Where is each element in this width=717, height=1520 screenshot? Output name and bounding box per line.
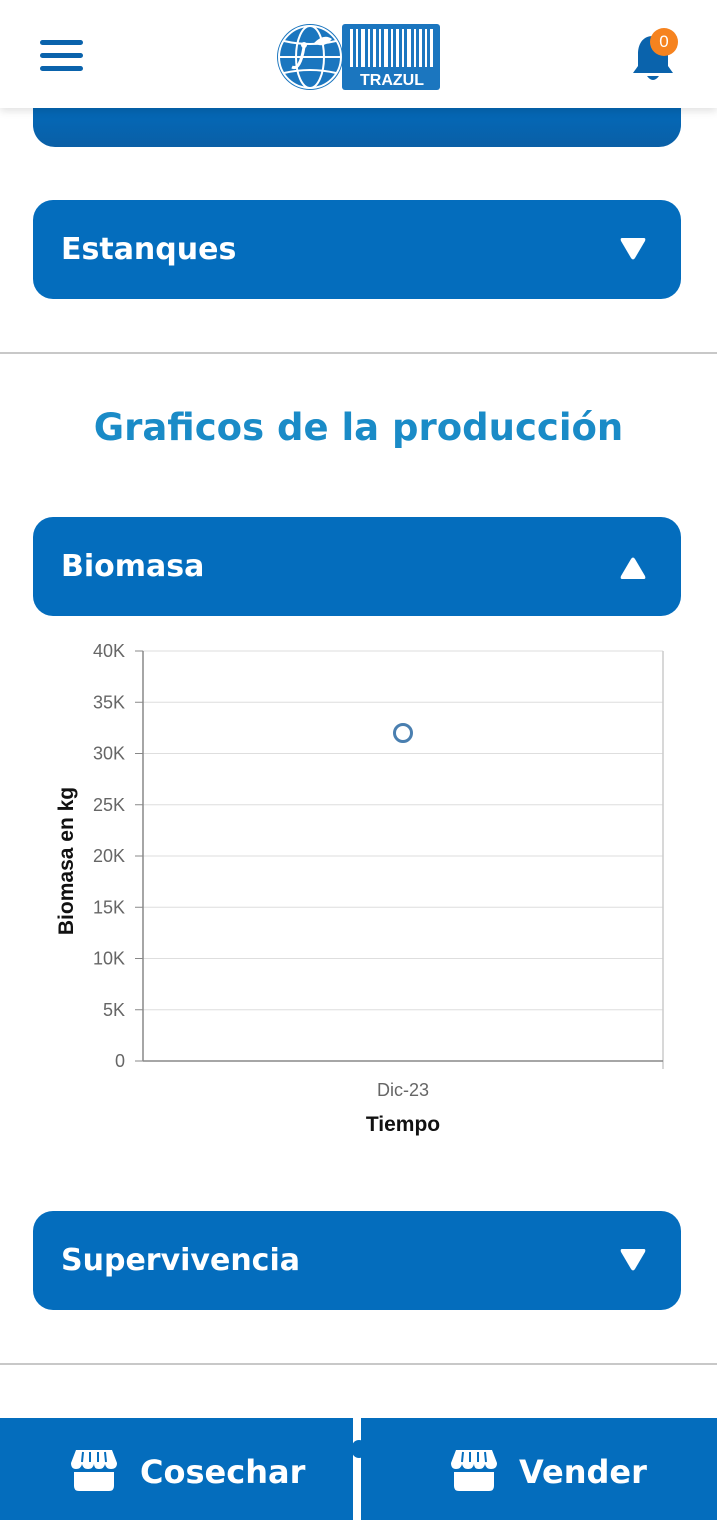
biomasa-chart: 0 5K 10K 15K 20K 25K 30K 35K 40K Dic-23 Tiempo Biom… xyxy=(40,630,690,1150)
app-header: TRAZUL 0 xyxy=(0,0,717,108)
accordion-supervivencia[interactable]: Supervivencia xyxy=(33,1211,681,1310)
bottom-separator-handle xyxy=(352,1440,366,1458)
store-icon xyxy=(451,1450,497,1491)
store-icon xyxy=(71,1450,117,1491)
y-tick-label: 40K xyxy=(93,641,125,661)
chevron-up-icon xyxy=(620,557,646,579)
accordion-supervivencia-label: Supervivencia xyxy=(61,1243,300,1278)
y-tick-label: 20K xyxy=(93,846,125,866)
y-axis-title: Biomasa en kg xyxy=(55,787,78,935)
x-tick-label: Dic-23 xyxy=(377,1080,429,1100)
y-tick-label: 25K xyxy=(93,795,125,815)
logo-text: TRAZUL xyxy=(360,72,424,89)
y-tick-label: 30K xyxy=(93,744,125,764)
accordion-estanques-label: Estanques xyxy=(61,232,237,267)
section-title: Graficos de la producción xyxy=(93,406,624,449)
section-divider xyxy=(0,352,717,354)
hamburger-menu-icon[interactable] xyxy=(40,40,84,74)
accordion-biomasa-label: Biomasa xyxy=(61,549,205,584)
y-tick-label: 10K xyxy=(93,949,125,969)
vender-label: Vender xyxy=(519,1453,647,1491)
data-point xyxy=(393,723,413,743)
vender-button[interactable]: Vender xyxy=(361,1418,717,1520)
notification-count-badge: 0 xyxy=(650,28,678,56)
section-divider xyxy=(0,1363,717,1365)
accordion-estanques[interactable]: Estanques xyxy=(33,200,681,299)
notifications-bell-icon[interactable]: 0 xyxy=(630,28,680,84)
y-tick-label: 0 xyxy=(115,1051,125,1071)
x-axis-title: Tiempo xyxy=(366,1113,440,1136)
chevron-down-icon xyxy=(620,238,646,260)
trazul-logo: TRAZUL xyxy=(274,21,442,93)
y-tick-label: 15K xyxy=(93,897,125,917)
y-tick-label: 35K xyxy=(93,692,125,712)
accordion-biomasa[interactable]: Biomasa xyxy=(33,517,681,616)
cosechar-button[interactable]: Cosechar xyxy=(0,1418,353,1520)
cosechar-label: Cosechar xyxy=(140,1453,306,1491)
chevron-down-icon xyxy=(620,1249,646,1271)
y-tick-label: 5K xyxy=(103,1000,125,1020)
biomasa-chart-svg: 0 5K 10K 15K 20K 25K 30K 35K 40K Dic-23 Tiempo Biom… xyxy=(55,641,664,1136)
